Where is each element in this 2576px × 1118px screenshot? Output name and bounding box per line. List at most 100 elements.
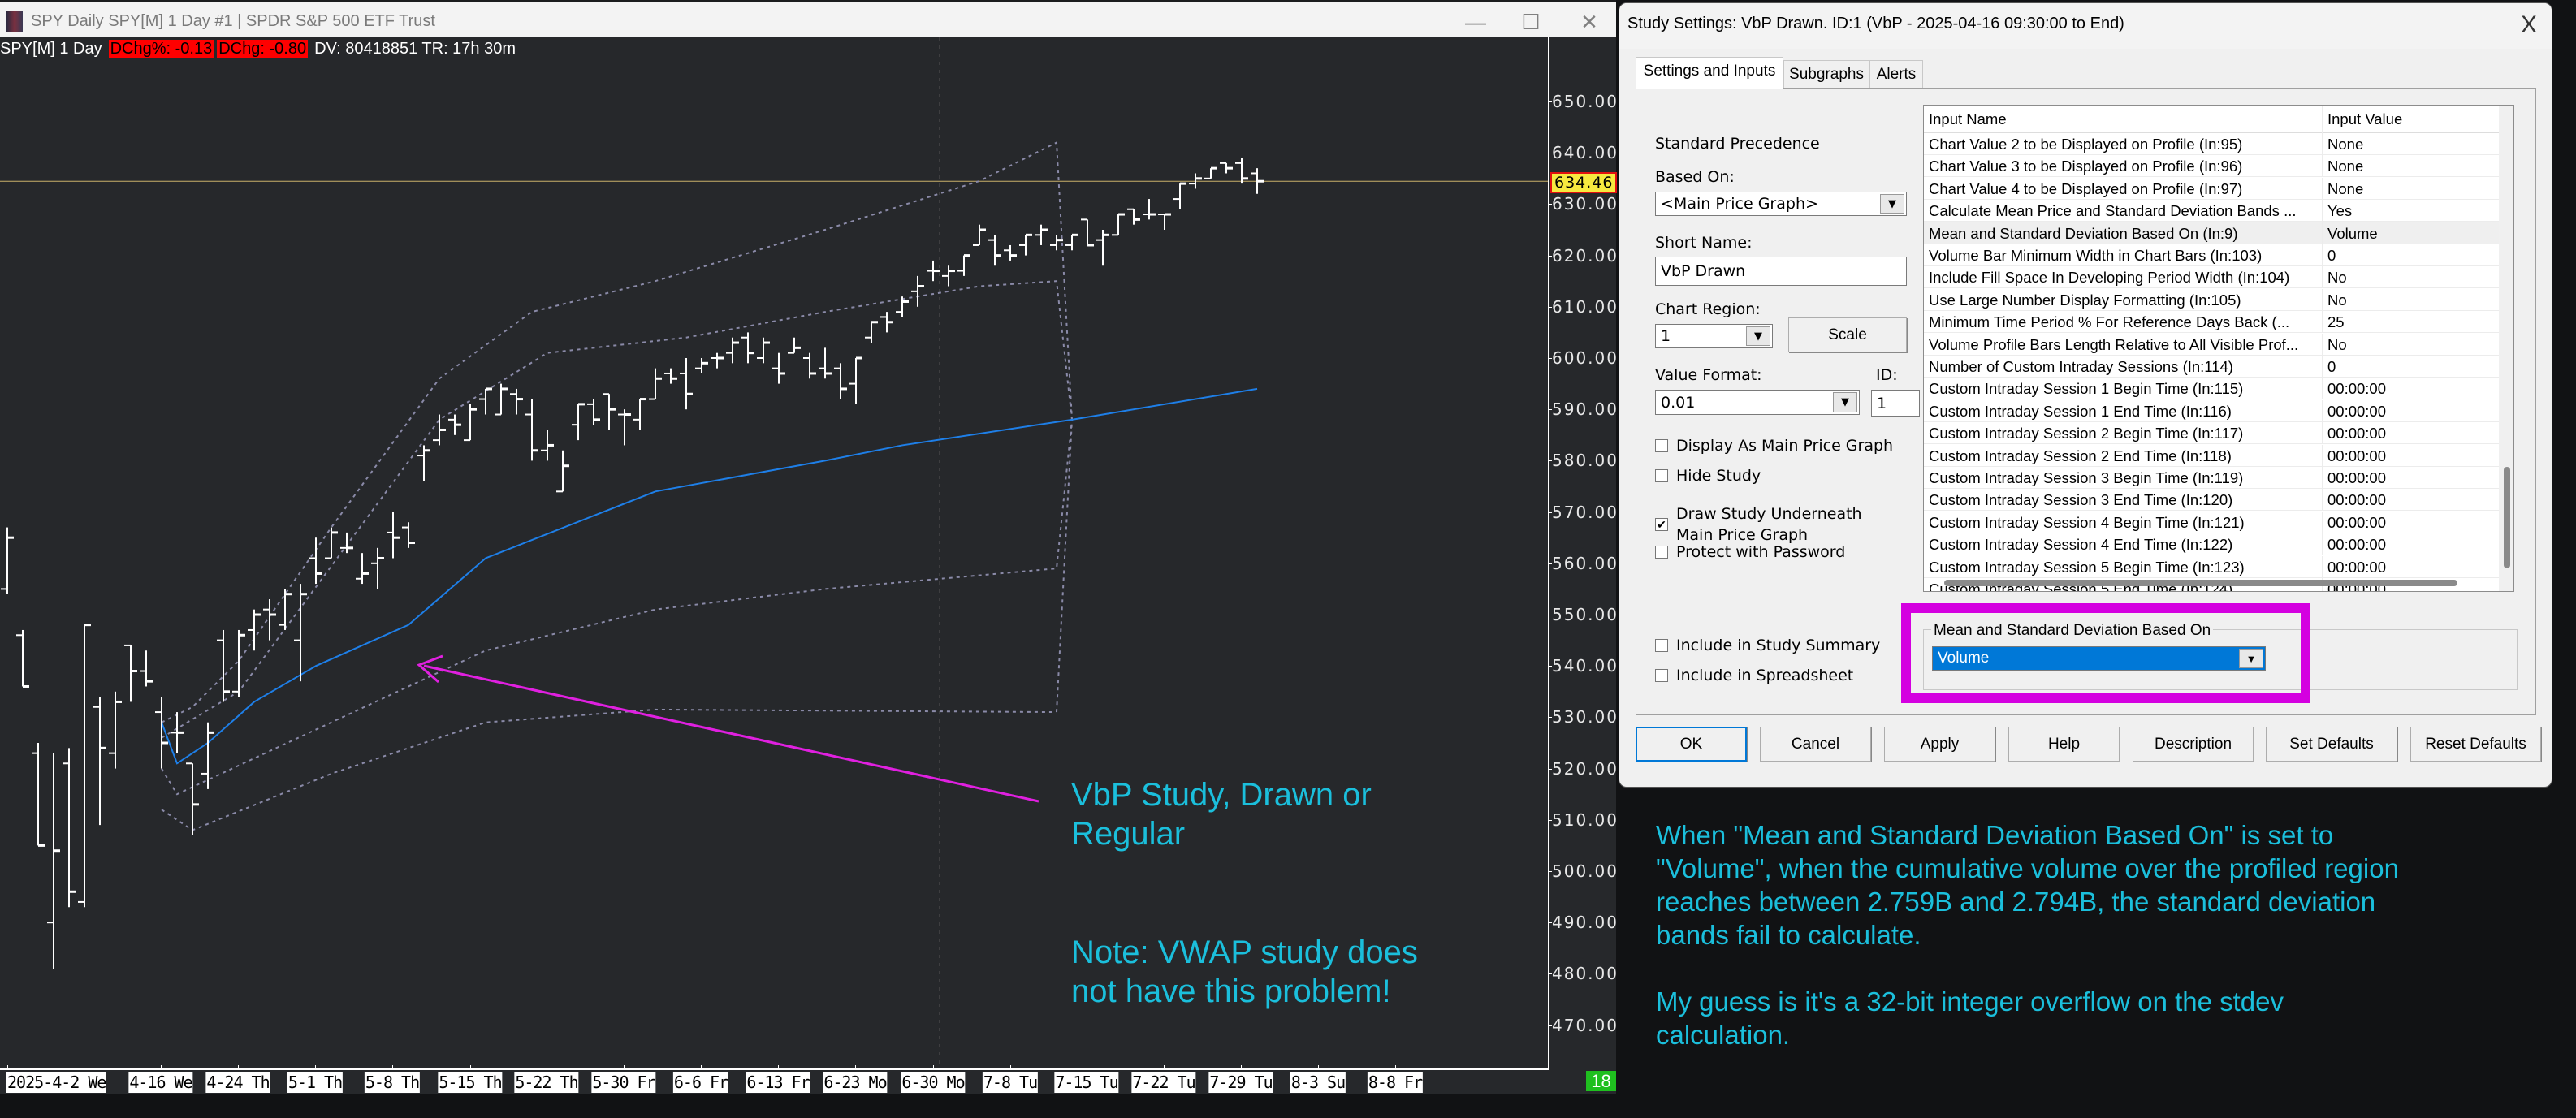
input-value[interactable]: 00:00:00: [2322, 555, 2499, 578]
mean-stdev-based-on-select[interactable]: Volume ▼: [1932, 646, 2266, 671]
close-icon[interactable]: X: [2521, 11, 2538, 38]
input-value[interactable]: 00:00:00: [2322, 378, 2499, 400]
chevron-down-icon[interactable]: ▼: [2239, 649, 2263, 668]
checkbox-1[interactable]: Display As Main Price Graph: [1655, 435, 1893, 456]
id-input[interactable]: 1: [1871, 390, 1920, 417]
date-tick: [315, 1065, 316, 1070]
table-row[interactable]: Chart Value 2 to be Displayed on Profile…: [1924, 133, 2499, 155]
tab-subgraphs[interactable]: Subgraphs: [1783, 60, 1869, 88]
horizontal-scrollbar[interactable]: [1944, 580, 2457, 586]
table-row[interactable]: Chart Value 3 to be Displayed on Profile…: [1924, 155, 2499, 178]
input-value[interactable]: 00:00:00: [2322, 511, 2499, 533]
table-row[interactable]: Use Large Number Display Formatting (In:…: [1924, 288, 2499, 311]
tab-settings-and-inputs[interactable]: Settings and Inputs: [1636, 57, 1783, 89]
table-row[interactable]: Custom Intraday Session 3 End Time (In:1…: [1924, 489, 2499, 512]
checkbox-box[interactable]: [1655, 639, 1668, 652]
table-row[interactable]: Custom Intraday Session 3 Begin Time (In…: [1924, 467, 2499, 489]
table-row[interactable]: Custom Intraday Session 5 Begin Time (In…: [1924, 555, 2499, 578]
checkbox-box[interactable]: [1655, 669, 1668, 682]
checkbox-3[interactable]: ✔ Draw Study Underneath Main Price Graph: [1655, 503, 1862, 546]
input-value[interactable]: No: [2322, 288, 2499, 311]
input-value[interactable]: No: [2322, 333, 2499, 356]
column-header-input-value[interactable]: Input Value: [2322, 106, 2499, 133]
minimize-icon[interactable]: —: [1465, 10, 1486, 34]
input-value[interactable]: 00:00:00: [2322, 399, 2499, 422]
ohlc-bar: [849, 356, 862, 404]
column-header-input-name[interactable]: Input Name: [1929, 110, 2007, 127]
date-tick: [778, 1065, 779, 1070]
explanation-line: My guess is it's a 32-bit integer overfl…: [1656, 986, 2284, 1017]
input-value[interactable]: 0: [2322, 244, 2499, 266]
input-value[interactable]: No: [2322, 266, 2499, 289]
table-row[interactable]: Custom Intraday Session 1 End Time (In:1…: [1924, 399, 2499, 422]
table-row[interactable]: Custom Intraday Session 2 Begin Time (In…: [1924, 422, 2499, 445]
table-row[interactable]: Custom Intraday Session 2 End Time (In:1…: [1924, 444, 2499, 467]
price-tick-label: 620.00: [1552, 245, 1619, 265]
input-value[interactable]: 00:00:00: [2322, 467, 2499, 489]
table-row[interactable]: Include Fill Space In Developing Period …: [1924, 266, 2499, 289]
checkbox-box[interactable]: [1655, 439, 1668, 452]
table-row[interactable]: Volume Bar Minimum Width in Chart Bars (…: [1924, 244, 2499, 266]
based-on-select[interactable]: <Main Price Graph> ▼: [1655, 192, 1907, 216]
inputs-table[interactable]: Input Name Input Value Chart Value 2 to …: [1923, 105, 2514, 592]
input-value[interactable]: 00:00:00: [2322, 444, 2499, 467]
price-tick-label: 530.00: [1552, 707, 1619, 727]
input-value[interactable]: Volume: [2322, 222, 2499, 244]
close-icon[interactable]: ✕: [1580, 10, 1598, 34]
input-value[interactable]: None: [2322, 177, 2499, 200]
ohlc-bar: [232, 629, 245, 697]
short-name-input[interactable]: VbP Drawn: [1655, 257, 1907, 286]
checkbox-box[interactable]: [1655, 469, 1668, 482]
ok-button[interactable]: OK: [1636, 727, 1747, 762]
scale-button[interactable]: Scale: [1788, 317, 1907, 352]
chevron-down-icon[interactable]: ▼: [1746, 326, 1770, 346]
input-value[interactable]: 00:00:00: [2322, 533, 2499, 556]
chevron-down-icon[interactable]: ▼: [1833, 392, 1857, 412]
checkbox-4[interactable]: Protect with Password: [1655, 542, 1845, 563]
maximize-icon[interactable]: ☐: [1521, 10, 1541, 34]
set-defaults-button[interactable]: Set Defaults: [2266, 727, 2397, 762]
table-row[interactable]: Volume Profile Bars Length Relative to A…: [1924, 333, 2499, 356]
input-value[interactable]: None: [2322, 133, 2499, 155]
table-row[interactable]: Custom Intraday Session 1 Begin Time (In…: [1924, 378, 2499, 400]
checkbox-box[interactable]: [1655, 546, 1668, 559]
ohlc-bar: [911, 275, 924, 307]
value-format-select[interactable]: 0.01 ▼: [1655, 390, 1860, 415]
input-value[interactable]: Yes: [2322, 200, 2499, 222]
checkbox-box[interactable]: ✔: [1655, 518, 1668, 531]
checkbox-6[interactable]: Include in Spreadsheet: [1655, 665, 1853, 686]
scrollbar-thumb[interactable]: [2504, 467, 2510, 568]
input-value[interactable]: 00:00:00: [2322, 489, 2499, 512]
chart-window-titlebar[interactable]: SPY Daily SPY[M] 1 Day #1 | SPDR S&P 500…: [0, 0, 1616, 37]
price-tick-label: 510.00: [1552, 809, 1619, 830]
chevron-down-icon[interactable]: ▼: [1880, 194, 1904, 214]
table-row[interactable]: Calculate Mean Price and Standard Deviat…: [1924, 200, 2499, 222]
chart-region-select[interactable]: 1 ▼: [1655, 324, 1773, 348]
price-tick: [1548, 460, 1552, 462]
table-row[interactable]: Number of Custom Intraday Sessions (In:1…: [1924, 356, 2499, 378]
table-row[interactable]: Mean and Standard Deviation Based On (In…: [1924, 222, 2499, 244]
apply-button[interactable]: Apply: [1884, 727, 1995, 762]
input-value[interactable]: None: [2322, 155, 2499, 178]
annotation-line: VbP Study, Drawn or: [1071, 777, 1372, 813]
table-row[interactable]: Custom Intraday Session 4 End Time (In:1…: [1924, 533, 2499, 556]
table-row[interactable]: Chart Value 4 to be Displayed on Profile…: [1924, 177, 2499, 200]
vertical-scrollbar[interactable]: [2499, 106, 2513, 591]
tab-alerts[interactable]: Alerts: [1869, 60, 1923, 88]
dialog-titlebar[interactable]: Study Settings: VbP Drawn. ID:1 (VbP - 2…: [1619, 3, 2552, 49]
price-chart[interactable]: [0, 0, 1548, 1068]
ohlc-bar: [171, 712, 184, 753]
price-tick: [1548, 973, 1552, 975]
table-row[interactable]: Custom Intraday Session 4 Begin Time (In…: [1924, 511, 2499, 533]
table-row[interactable]: Minimum Time Period % For Reference Days…: [1924, 311, 2499, 334]
ohlc-bar: [356, 553, 369, 585]
input-value[interactable]: 25: [2322, 311, 2499, 334]
checkbox-5[interactable]: Include in Study Summary: [1655, 635, 1880, 656]
input-value[interactable]: 00:00:00: [2322, 422, 2499, 445]
cancel-button[interactable]: Cancel: [1760, 727, 1871, 762]
description-button[interactable]: Description: [2133, 727, 2254, 762]
help-button[interactable]: Help: [2008, 727, 2120, 762]
reset-defaults-button[interactable]: Reset Defaults: [2410, 727, 2541, 762]
input-value[interactable]: 0: [2322, 356, 2499, 378]
checkbox-2[interactable]: Hide Study: [1655, 465, 1761, 486]
